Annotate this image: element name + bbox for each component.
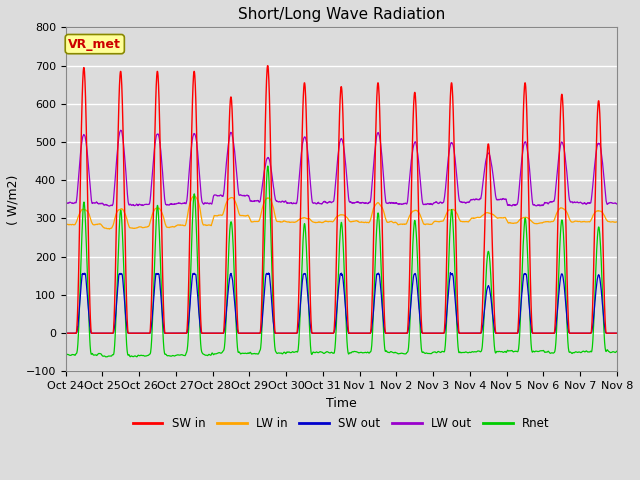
Rnet xyxy=(580,348,588,354)
LW out xyxy=(216,192,223,198)
SW out xyxy=(564,326,572,332)
SW out xyxy=(447,270,454,276)
Rnet xyxy=(358,349,365,355)
Line: Rnet: Rnet xyxy=(65,166,617,357)
LW in xyxy=(358,219,365,225)
LW in xyxy=(564,214,572,220)
LW out xyxy=(358,200,365,206)
Legend: SW in, LW in, SW out, LW out, Rnet: SW in, LW in, SW out, LW out, Rnet xyxy=(128,412,554,434)
SW in xyxy=(61,330,69,336)
Line: LW in: LW in xyxy=(65,196,617,229)
LW out xyxy=(61,201,69,207)
Line: LW out: LW out xyxy=(65,130,617,206)
SW in xyxy=(216,330,223,336)
LW in xyxy=(502,216,509,221)
SW out xyxy=(61,330,69,336)
SW in xyxy=(369,250,377,255)
SW out xyxy=(357,330,365,336)
SW out xyxy=(580,330,588,336)
SW in xyxy=(564,317,572,323)
Text: VR_met: VR_met xyxy=(68,37,121,50)
LW in xyxy=(370,205,378,211)
Title: Short/Long Wave Radiation: Short/Long Wave Radiation xyxy=(237,7,445,22)
LW out xyxy=(564,190,572,196)
SW out xyxy=(369,313,377,319)
LW out xyxy=(105,203,113,209)
Rnet xyxy=(102,354,110,360)
X-axis label: Time: Time xyxy=(326,396,356,410)
Rnet xyxy=(61,350,69,356)
LW out xyxy=(613,201,621,207)
Rnet xyxy=(370,306,378,312)
LW out xyxy=(117,127,125,133)
LW in xyxy=(216,212,223,218)
SW in xyxy=(502,330,509,336)
Rnet xyxy=(264,163,271,169)
LW in xyxy=(190,193,198,199)
SW in xyxy=(580,330,588,336)
LW out xyxy=(370,163,378,168)
Rnet xyxy=(613,348,621,354)
SW out xyxy=(216,330,223,336)
SW in xyxy=(264,63,271,69)
Rnet xyxy=(502,349,509,355)
SW in xyxy=(613,330,621,336)
Line: SW in: SW in xyxy=(65,66,617,333)
Y-axis label: ( W/m2): ( W/m2) xyxy=(7,174,20,225)
LW in xyxy=(580,218,588,224)
LW in xyxy=(61,221,69,227)
Rnet xyxy=(564,347,572,353)
LW in xyxy=(106,226,113,232)
LW out xyxy=(580,201,588,206)
SW out xyxy=(502,330,509,336)
Rnet xyxy=(216,350,223,356)
Line: SW out: SW out xyxy=(65,273,617,333)
SW in xyxy=(357,330,365,336)
SW out xyxy=(613,330,621,336)
LW out xyxy=(502,196,509,202)
LW in xyxy=(613,219,621,225)
